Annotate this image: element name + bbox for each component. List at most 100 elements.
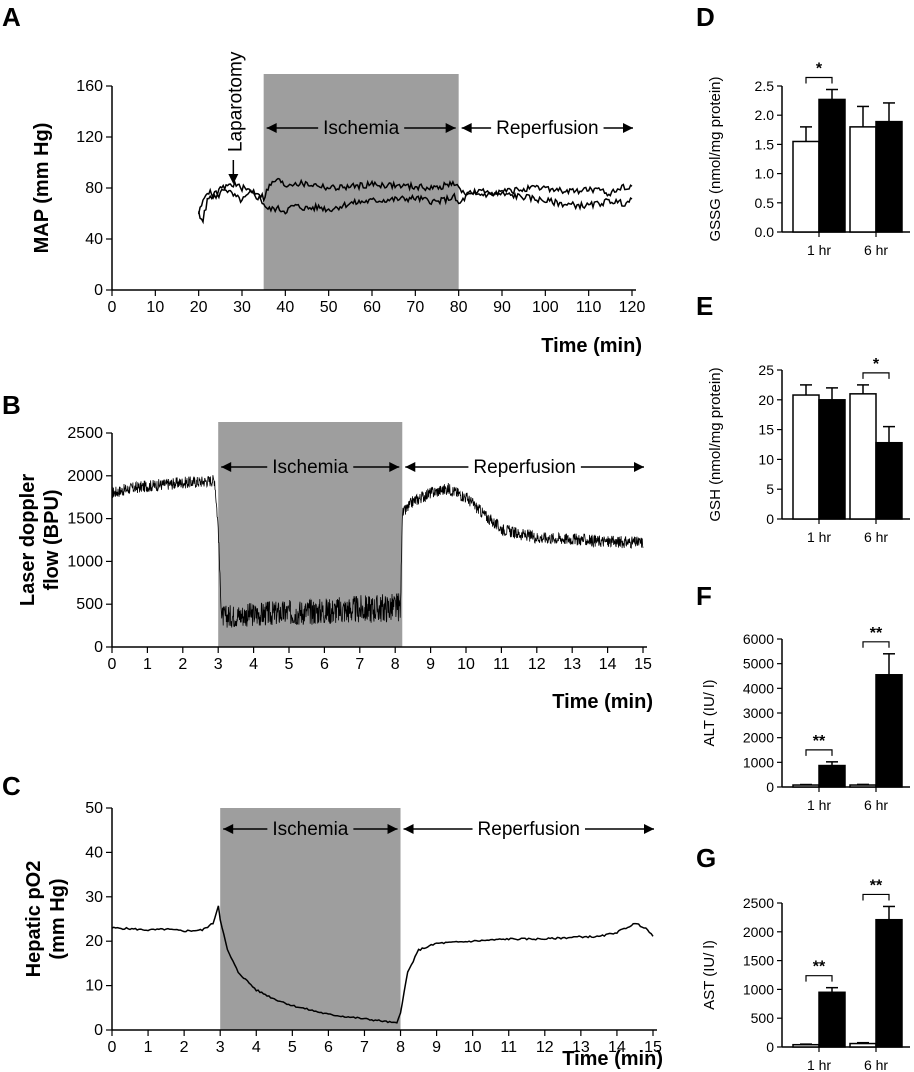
bar-open <box>792 784 820 788</box>
bar-filled <box>875 918 903 1048</box>
x-tick-label: 3 <box>216 1039 225 1056</box>
y-tick-label: 10 <box>758 451 774 467</box>
x-tick-label: 0 <box>108 299 117 316</box>
reperfusion-span-arrowhead-right <box>634 462 644 472</box>
panel-letter-G: G <box>696 843 716 873</box>
x-tick-label: 1 <box>144 1039 153 1056</box>
reperfusion-span-arrowhead-left <box>405 462 416 472</box>
x-tick-label: 6 hr <box>864 797 888 813</box>
bar-filled <box>875 120 903 233</box>
y-axis-title-line2: (mm Hg) <box>47 878 69 959</box>
x-tick-label: 100 <box>532 299 559 316</box>
reperfusion-span-arrowhead-right <box>623 123 633 133</box>
significance-bracket <box>862 372 890 379</box>
x-tick-label: 9 <box>426 656 435 673</box>
panel-letter-C: C <box>2 771 21 801</box>
significance-bracket <box>805 975 833 982</box>
x-tick-label: 14 <box>599 656 617 673</box>
x-tick-label: 7 <box>355 656 364 673</box>
x-tick-label: 15 <box>634 656 652 673</box>
y-tick-label: 2.5 <box>755 78 775 94</box>
x-tick-label: 13 <box>563 656 581 673</box>
x-tick-label: 15 <box>644 1039 662 1056</box>
y-tick-label: 5 <box>766 481 774 497</box>
x-axis-title: Time (min) <box>541 335 642 357</box>
x-tick-label: 8 <box>391 656 400 673</box>
panel-letter-E: E <box>696 291 713 321</box>
x-tick-label: 20 <box>190 299 208 316</box>
y-tick-label: 10 <box>85 978 103 995</box>
x-tick-label: 0 <box>108 1039 117 1056</box>
ischemia-span-label: Ischemia <box>272 457 348 478</box>
y-tick-label: 0 <box>766 779 774 795</box>
bar-open <box>792 140 820 233</box>
panel-A: A 0 10 20 30 40 50 60 70 80 90 100 110 120 0 40 80 120 160… <box>2 2 645 357</box>
x-axis-title: Time (min) <box>552 691 653 713</box>
y-tick-label: 40 <box>85 844 103 861</box>
x-tick-label: 6 hr <box>864 242 888 258</box>
significance-label: * <box>816 61 823 78</box>
y-tick-label: 3000 <box>743 705 774 721</box>
y-tick-label: 40 <box>85 231 103 248</box>
significance-label: ** <box>813 959 826 976</box>
reperfusion-span-arrowhead-right <box>644 824 654 834</box>
x-tick-label: 6 <box>320 656 329 673</box>
x-tick-label: 4 <box>252 1039 261 1056</box>
y-axis-title-line1: Laser doppler <box>17 474 39 606</box>
reperfusion-span-arrowhead-left <box>403 824 414 834</box>
bar-filled <box>818 764 846 788</box>
bar-filled <box>875 674 903 788</box>
x-tick-label: 7 <box>360 1039 369 1056</box>
shaded-region <box>263 74 459 290</box>
x-tick-label: 1 hr <box>807 242 831 258</box>
panel-letter-B: B <box>2 390 21 420</box>
y-axis-title: AST (IU/ l) <box>701 940 718 1010</box>
reperfusion-span-label: Reperfusion <box>478 819 580 840</box>
y-tick-label: 0 <box>766 1039 774 1055</box>
y-axis-title-line1: Hepatic pO2 <box>23 861 45 978</box>
x-tick-label: 90 <box>493 299 511 316</box>
significance-bracket <box>805 76 833 84</box>
panel-letter-D: D <box>696 2 715 32</box>
bar-open <box>849 393 877 520</box>
y-tick-label: 0 <box>94 1022 103 1039</box>
x-tick-label: 50 <box>320 299 338 316</box>
ischemia-span-arrowhead-left <box>266 123 277 133</box>
series-line <box>197 177 633 225</box>
x-tick-label: 8 <box>396 1039 405 1056</box>
bar-open <box>849 784 877 788</box>
x-tick-label: 9 <box>432 1039 441 1056</box>
bar-filled <box>818 399 846 520</box>
y-tick-label: 1000 <box>743 754 774 770</box>
significance-label: ** <box>870 625 883 642</box>
y-tick-label: 30 <box>85 889 103 906</box>
y-tick-label: 20 <box>758 392 774 408</box>
panel-B: B0 1 2 3 4 5 6 7 8 9 10 11 12 13 14 1505001000150020002… <box>2 390 653 713</box>
significance-label: ** <box>813 733 826 750</box>
y-tick-label: 2500 <box>67 425 103 442</box>
y-tick-label: 1.5 <box>755 136 775 152</box>
significance-label: * <box>873 356 880 373</box>
bar-filled <box>875 441 903 520</box>
y-tick-label: 1.0 <box>755 166 775 182</box>
shaded-region <box>220 808 401 1030</box>
y-tick-label: 2000 <box>67 468 103 485</box>
bar-filled <box>818 991 846 1048</box>
x-tick-label: 10 <box>146 299 164 316</box>
laparotomy-arrowhead <box>228 174 239 184</box>
panel-G: G 0 500 1000 1500 2000 2500 AST (IU/ l) 1 hr ** 6 … <box>696 843 910 1072</box>
y-tick-label: 2500 <box>743 895 774 911</box>
x-tick-label: 11 <box>500 1039 517 1056</box>
x-tick-label: 40 <box>276 299 294 316</box>
y-tick-label: 1500 <box>67 511 103 528</box>
reperfusion-span-arrowhead-left <box>461 123 472 133</box>
ischemia-span-arrowhead-right <box>387 824 398 834</box>
x-axis-title: Time (min) <box>562 1048 663 1070</box>
ischemia-span-arrowhead-left <box>223 824 234 834</box>
x-tick-label: 0 <box>108 656 117 673</box>
y-tick-label: 15 <box>758 422 774 438</box>
bar-open <box>849 1042 877 1048</box>
y-tick-label: 0.5 <box>755 195 775 211</box>
y-tick-label: 1000 <box>67 553 103 570</box>
ischemia-span-arrowhead-right <box>389 462 400 472</box>
